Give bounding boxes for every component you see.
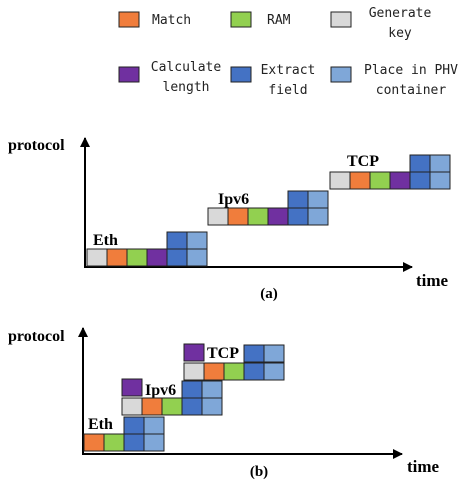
x-axis-label-b: time: [407, 457, 440, 476]
extract-field-block: [123, 416, 145, 435]
place-phv-block: [307, 207, 329, 226]
place-phv-block: [263, 362, 285, 381]
calculate-length-block: [267, 207, 289, 226]
tcp-stage-b: [183, 343, 285, 381]
match-block: [141, 397, 163, 416]
place-phv-block: [307, 190, 329, 209]
ipv6-stage-a: [207, 190, 329, 226]
place-phv-block: [186, 248, 208, 267]
place-phv-block: [429, 154, 451, 173]
place-phv-block: [143, 416, 165, 435]
legend-label-ram: RAM: [267, 13, 291, 28]
generate-key-block: [183, 362, 205, 381]
y-axis-label-a: protocol: [8, 137, 65, 154]
extract-field-block: [181, 380, 203, 399]
extract-field-block: [287, 190, 309, 209]
eth-label-b: Eth: [88, 416, 113, 433]
legend-item-ram: RAM: [230, 11, 291, 28]
tcp-stage-a: [329, 154, 451, 190]
match-block: [83, 433, 105, 452]
ram-block: [161, 397, 183, 416]
place-phv-swatch: [330, 66, 352, 83]
eth-stage-b: [83, 416, 165, 452]
extract-field-block: [123, 433, 145, 452]
caption-a: (a): [260, 286, 278, 302]
place-phv-block: [143, 433, 165, 452]
generate-key-block: [86, 248, 108, 267]
generate-key-block: [207, 207, 229, 226]
diagram-b: protocol time (b) Eth Ipv6 TCP: [8, 327, 440, 480]
extract-field-block: [243, 362, 265, 381]
legend-label-extract-field-line2: field: [268, 83, 307, 98]
ipv6-stage-b: [121, 378, 223, 416]
caption-b: (b): [250, 464, 268, 480]
legend-label-extract-field-line1: Extract: [261, 63, 316, 78]
extract-field-swatch: [230, 66, 252, 83]
calculate-length-swatch: [118, 66, 140, 83]
place-phv-block: [429, 171, 451, 190]
eth-label-a: Eth: [93, 232, 118, 249]
ram-block: [247, 207, 269, 226]
tcp-label-b: TCP: [207, 345, 239, 362]
extract-field-block: [243, 344, 265, 363]
match-block: [349, 171, 371, 190]
y-axis-label-b: protocol: [8, 328, 65, 345]
legend-label-calculate-length-line1: Calculate: [151, 60, 222, 75]
legend-item-calculate-length: Calculate length: [118, 60, 222, 95]
eth-stage-a: [86, 231, 208, 267]
legend-item-place-phv: Place in PHV container: [330, 63, 458, 98]
legend-label-generate-key-line2: key: [388, 26, 412, 41]
place-phv-block: [201, 397, 223, 416]
extract-field-block: [409, 171, 431, 190]
calculate-length-block: [183, 343, 205, 362]
calculate-length-block: [121, 378, 143, 397]
generate-key-swatch: [330, 11, 352, 28]
legend-item-match: Match: [118, 11, 191, 28]
legend-label-generate-key-line1: Generate: [369, 6, 432, 21]
match-swatch: [118, 11, 140, 28]
generate-key-block: [329, 171, 351, 190]
place-phv-block: [201, 380, 223, 399]
tcp-label-a: TCP: [347, 153, 379, 170]
place-phv-block: [186, 231, 208, 250]
calculate-length-block: [389, 171, 411, 190]
match-block: [106, 248, 128, 267]
ram-block: [126, 248, 148, 267]
match-block: [203, 362, 225, 381]
legend-label-match: Match: [152, 13, 191, 28]
ram-block: [103, 433, 125, 452]
legend-item-generate-key: Generate key: [330, 6, 432, 41]
match-block: [227, 207, 249, 226]
ipv6-label-a: Ipv6: [218, 191, 249, 208]
extract-field-block: [409, 154, 431, 173]
ram-swatch: [230, 11, 252, 28]
legend-label-place-phv-line1: Place in PHV: [364, 63, 458, 78]
ram-block: [369, 171, 391, 190]
calculate-length-block: [146, 248, 168, 267]
place-phv-block: [263, 344, 285, 363]
extract-field-block: [166, 231, 188, 250]
generate-key-block: [121, 397, 143, 416]
ipv6-label-b: Ipv6: [145, 382, 176, 399]
diagram-a: protocol time (a) Eth Ipv6 TCP: [8, 137, 451, 302]
extract-field-block: [166, 248, 188, 267]
legend-label-calculate-length-line2: length: [163, 80, 210, 95]
legend: Match RAM Generate key Calculate length …: [118, 6, 458, 98]
ram-block: [223, 362, 245, 381]
legend-item-extract-field: Extract field: [230, 63, 316, 98]
legend-label-place-phv-line2: container: [376, 83, 447, 98]
extract-field-block: [287, 207, 309, 226]
extract-field-block: [181, 397, 203, 416]
x-axis-label-a: time: [416, 271, 449, 290]
